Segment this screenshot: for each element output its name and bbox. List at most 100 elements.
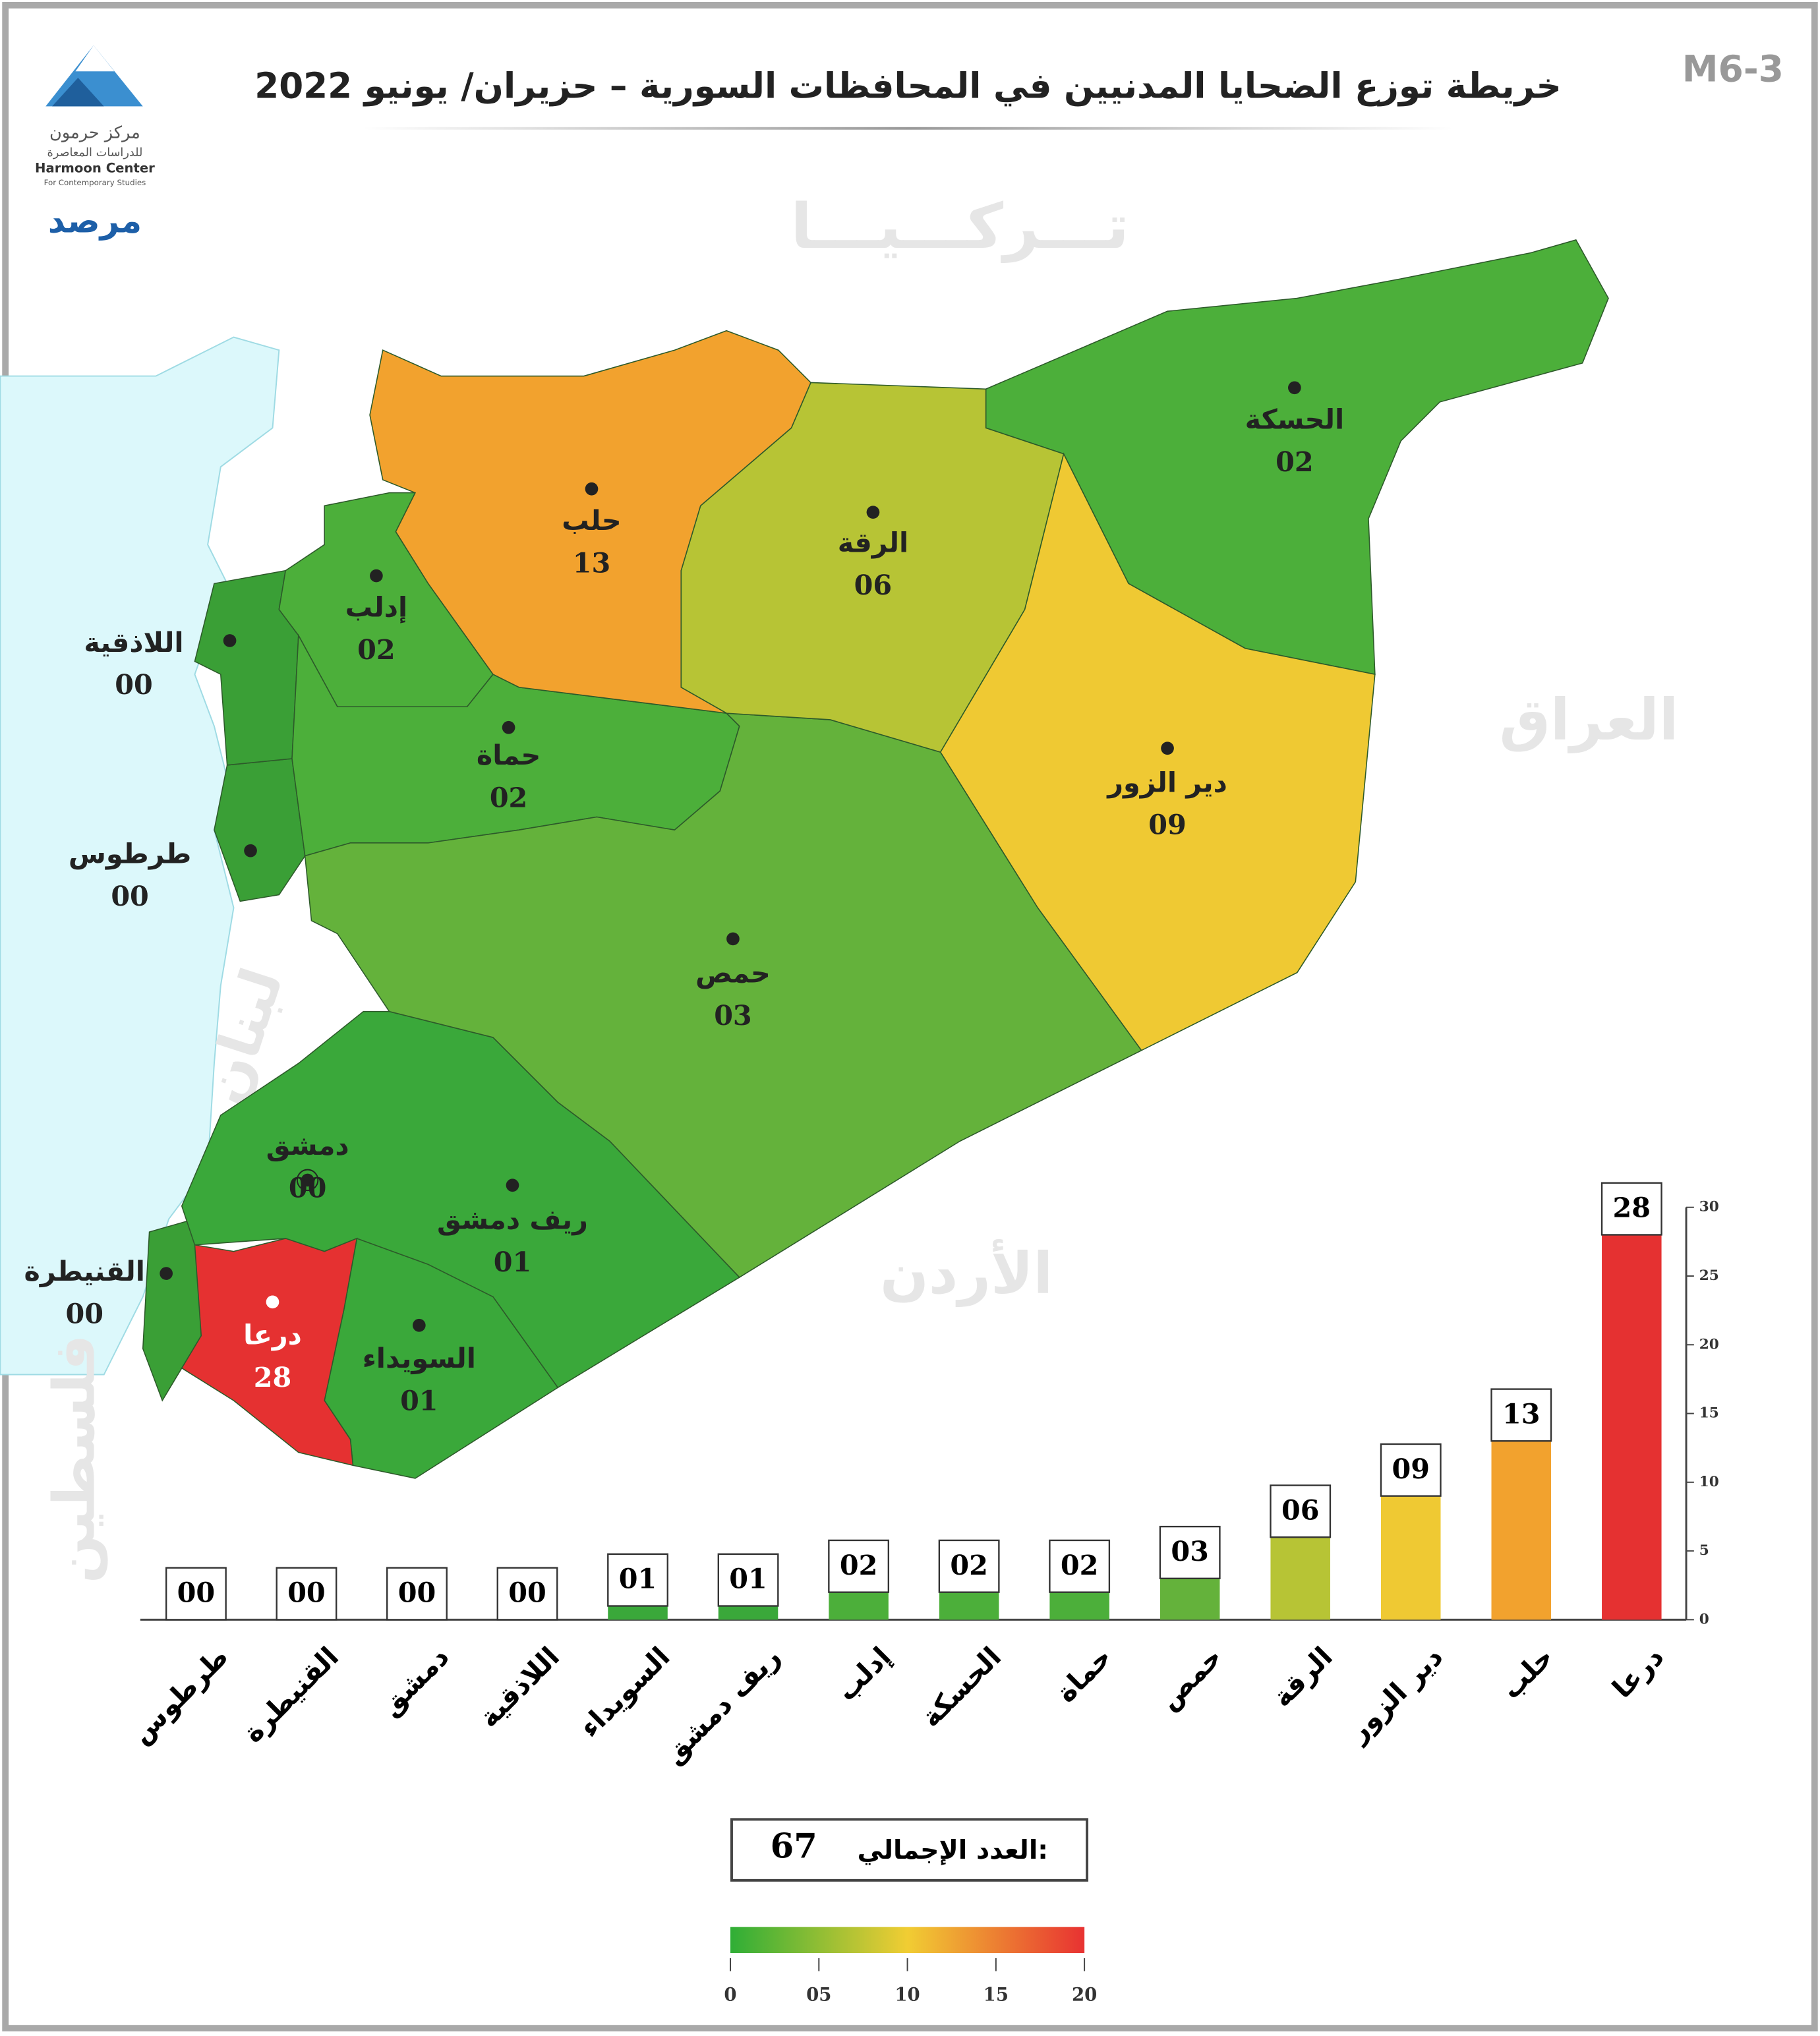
province-value: 00 <box>65 1297 103 1329</box>
province-dot <box>244 844 257 858</box>
province-name: درعا <box>243 1319 302 1351</box>
province-name: الحسكة <box>1245 403 1345 435</box>
province-dot <box>412 1318 426 1332</box>
scale-tick-label: 10 <box>895 1984 920 2005</box>
country-label: تـــركـــيـــا <box>790 190 1129 263</box>
country-label: العراق <box>1500 687 1679 753</box>
total-value: 67 <box>771 1827 817 1867</box>
province-value: 01 <box>494 1246 531 1278</box>
logo-name-en: Harmoon Center <box>35 160 155 175</box>
province-name: دمشق <box>266 1130 349 1162</box>
logo-sub-en: For Contemporary Studies <box>44 178 146 187</box>
bar <box>1380 1496 1441 1620</box>
y-tick-label: 0 <box>1699 1611 1709 1627</box>
scale-tick-label: 0 <box>724 1984 736 2005</box>
value-box <box>717 1553 779 1607</box>
province-value: 02 <box>357 633 395 666</box>
value-box <box>276 1567 338 1621</box>
province-value: 28 <box>254 1361 291 1393</box>
value-label: 00 <box>177 1576 215 1608</box>
y-tick-label: 15 <box>1699 1405 1719 1422</box>
province-value: 09 <box>1148 809 1186 841</box>
value-label: 09 <box>1392 1453 1429 1485</box>
value-label: 02 <box>950 1549 987 1581</box>
province-dot <box>266 1295 279 1309</box>
y-tick-label: 5 <box>1699 1542 1709 1559</box>
province-value: 00 <box>111 880 148 912</box>
province-dot <box>1288 381 1301 395</box>
province-dot <box>223 634 237 647</box>
value-label: 02 <box>840 1549 877 1581</box>
logo: مركز حرمون للدراسات المعاصرة Harmoon Cen… <box>35 45 155 241</box>
bar <box>1491 1441 1552 1620</box>
value-label: 03 <box>1171 1535 1208 1567</box>
province-dot <box>301 1173 314 1187</box>
bar <box>608 1606 668 1620</box>
logo-name-ar: مركز حرمون <box>49 123 140 143</box>
value-box <box>607 1553 668 1607</box>
province-value: 01 <box>400 1384 438 1416</box>
value-label: 28 <box>1613 1192 1651 1224</box>
province-value: 13 <box>573 546 610 579</box>
province-dot <box>1161 742 1174 755</box>
province-name: دير الزور <box>1106 767 1227 799</box>
color-scale: 0 05 10 15 20 <box>724 1927 1097 2005</box>
province-value: 06 <box>854 569 892 601</box>
value-box <box>496 1567 558 1621</box>
bar <box>1160 1578 1220 1620</box>
value-label: 00 <box>508 1576 546 1608</box>
province-name: القنيطرة <box>24 1256 144 1288</box>
value-label: 01 <box>619 1563 657 1595</box>
province-dot <box>506 1178 519 1192</box>
value-label: 00 <box>287 1576 325 1608</box>
country-label: الأردن <box>880 1239 1053 1307</box>
bar <box>1602 1235 1662 1620</box>
province-name: الرقة <box>838 527 908 559</box>
province-value: 00 <box>289 1172 326 1204</box>
country-label: فلسطين <box>42 1335 107 1584</box>
province-dot <box>726 932 740 946</box>
province-dot <box>160 1267 173 1280</box>
bar <box>939 1592 999 1620</box>
value-box <box>1270 1484 1332 1538</box>
observatory-logo: مرصد <box>48 202 142 241</box>
province-dot <box>502 720 515 734</box>
value-box <box>1159 1525 1221 1579</box>
value-label: 13 <box>1502 1397 1540 1430</box>
value-label: 00 <box>398 1576 436 1608</box>
value-box <box>828 1539 890 1593</box>
province-name: السويداء <box>363 1343 476 1375</box>
value-box <box>1049 1539 1111 1593</box>
title-rule <box>363 127 1453 130</box>
bar <box>1270 1537 1330 1620</box>
province-dot <box>370 569 383 583</box>
logo-sub-ar: للدراسات المعاصرة <box>47 146 142 160</box>
map: طرطوس 00 القنيطرة 00 دمشق 00 اللاذقية 00 السويدا… <box>24 239 1609 1479</box>
province <box>369 330 811 714</box>
province <box>939 452 1376 1051</box>
scale-tick-label: 05 <box>806 1984 831 2005</box>
y-tick-label: 30 <box>1699 1199 1719 1215</box>
province-name: طرطوس <box>69 838 191 871</box>
y-tick-label: 25 <box>1699 1267 1719 1284</box>
bar <box>718 1606 778 1620</box>
province-name: إدلب <box>345 592 408 624</box>
total-box <box>730 1818 1089 1882</box>
color-bar <box>730 1927 1085 1954</box>
value-label: 06 <box>1281 1494 1319 1526</box>
province-name: حمص <box>695 958 771 989</box>
scale-tick-label: 20 <box>1072 1984 1097 2005</box>
value-label: 02 <box>1061 1549 1098 1581</box>
scale-tick-label: 15 <box>983 1984 1009 2005</box>
value-label: 01 <box>729 1563 767 1595</box>
bar <box>829 1592 889 1620</box>
value-box <box>1380 1443 1442 1497</box>
province-value: 03 <box>714 999 751 1032</box>
title: خريطة توزع الضحايا المدنيين في المحافظات… <box>254 65 1562 106</box>
province-name: ريف دمشق <box>437 1204 588 1236</box>
province-value: 02 <box>1276 446 1313 478</box>
value-box <box>386 1567 448 1621</box>
map-code: M6-3 <box>1682 47 1784 90</box>
value-box <box>1600 1182 1662 1236</box>
province-name: حلب <box>562 505 621 537</box>
